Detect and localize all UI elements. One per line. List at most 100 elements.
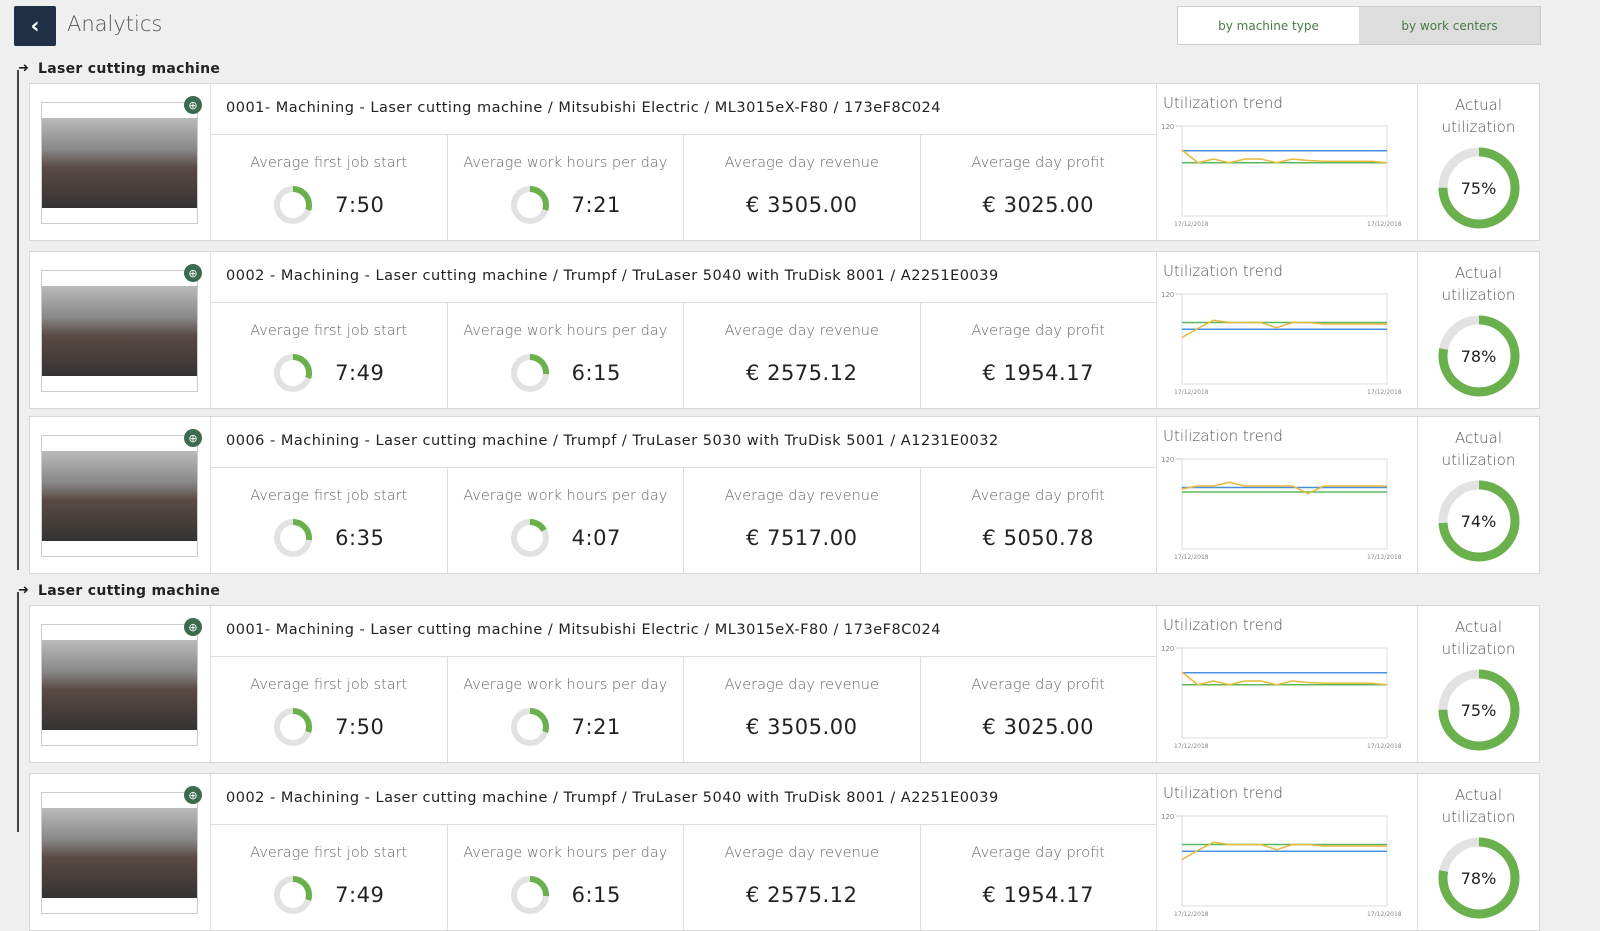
y-max-label: 120 <box>1161 123 1174 131</box>
stat-first-job: Average first job start 7:49 <box>211 825 448 930</box>
actual-title: Actual utilization <box>1441 618 1516 658</box>
stat-profit: Average day profit € 1954.17 <box>921 303 1157 408</box>
machine-photo[interactable] <box>41 102 198 224</box>
machine-picture <box>42 640 197 730</box>
stat-label: Average first job start <box>250 845 408 861</box>
utilization-trend: Utilization trend 120 17/12/2018 17/12/2… <box>1157 84 1418 240</box>
actual-title: Actual utilization <box>1441 786 1516 826</box>
utilization-trend: Utilization trend 120 17/12/2018 17/12/2… <box>1157 252 1418 408</box>
date-end-label: 17/12/2018 <box>1367 389 1402 396</box>
donut-gauge <box>1438 669 1519 751</box>
donut-fill <box>1438 315 1519 397</box>
y-max-label: 120 <box>1161 291 1174 299</box>
trend-title: Utilization trend <box>1163 262 1283 280</box>
stat-work-hours: Average work hours per day 6:15 <box>448 303 684 408</box>
stat-profit: Average day profit € 3025.00 <box>921 135 1157 240</box>
y-max-label: 120 <box>1161 645 1174 653</box>
stat-label: Average first job start <box>250 677 408 693</box>
stat-value: 7:50 <box>335 715 385 739</box>
stat-label: Average day revenue <box>724 845 879 861</box>
donut-gauge <box>274 519 313 557</box>
back-button[interactable]: ‹ <box>14 6 56 46</box>
stat-label: Average day profit <box>971 845 1105 861</box>
donut-fill <box>510 519 549 557</box>
tab-by-work-centers[interactable]: by work centers <box>1359 7 1540 44</box>
stat-value: 6:35 <box>335 526 385 550</box>
actual-utilization: Actual utilization 75% <box>1418 84 1539 240</box>
tab-by-machine-type[interactable]: by machine type <box>1178 7 1359 44</box>
y-max-label: 120 <box>1161 456 1174 464</box>
stat-first-job: Average first job start 7:50 <box>211 135 448 240</box>
trend-title: Utilization trend <box>1163 784 1283 802</box>
trend-chart: 120 17/12/2018 17/12/2018 <box>1161 291 1402 396</box>
trend-title: Utilization trend <box>1163 427 1283 445</box>
donut-gauge <box>1438 147 1519 229</box>
donut-gauge <box>1438 315 1519 397</box>
donut-gauge <box>510 876 549 914</box>
zoom-in-icon[interactable]: ⊕ <box>184 618 202 636</box>
date-start-label: 17/12/2018 <box>1174 221 1209 228</box>
machine-image-cell: ⊕ <box>30 606 211 762</box>
utilization-trend: Utilization trend 120 17/12/2018 17/12/2… <box>1157 774 1418 930</box>
stat-revenue: Average day revenue € 7517.00 <box>684 468 921 573</box>
stat-work-hours: Average work hours per day 7:21 <box>448 135 684 240</box>
stat-label: Average work hours per day <box>463 488 668 504</box>
machine-photo[interactable] <box>41 792 198 914</box>
utilization-trend: Utilization trend 120 17/12/2018 17/12/2… <box>1157 417 1418 573</box>
date-end-label: 17/12/2018 <box>1367 911 1402 918</box>
stat-profit: Average day profit € 3025.00 <box>921 657 1157 762</box>
arrow-right-icon: ➜ <box>18 583 29 598</box>
actual-title: Actual utilization <box>1441 429 1516 469</box>
donut-fill <box>274 186 313 224</box>
machine-picture <box>42 118 197 208</box>
donut-gauge <box>510 186 549 224</box>
stat-label: Average day profit <box>971 323 1105 339</box>
actual-utilization: Actual utilization 74% <box>1418 417 1539 573</box>
zoom-in-icon[interactable]: ⊕ <box>184 429 202 447</box>
machine-title: 0002 - Machining - Laser cutting machine… <box>211 774 1156 825</box>
machine-title: 0002 - Machining - Laser cutting machine… <box>211 252 1156 303</box>
utilization-trend: Utilization trend 120 17/12/2018 17/12/2… <box>1157 606 1418 762</box>
donut-gauge <box>274 708 313 746</box>
zoom-in-icon[interactable]: ⊕ <box>184 786 202 804</box>
donut-gauge <box>1438 480 1519 562</box>
zoom-in-icon[interactable]: ⊕ <box>184 264 202 282</box>
stat-profit: Average day profit € 1954.17 <box>921 825 1157 930</box>
trend-title: Utilization trend <box>1163 616 1283 634</box>
stat-value: 7:49 <box>335 883 385 907</box>
machine-card: ⊕ 0006 - Machining - Laser cutting machi… <box>29 416 1540 574</box>
donut-gauge <box>510 708 549 746</box>
donut-gauge <box>274 876 313 914</box>
group-title: Laser cutting machine <box>38 583 221 599</box>
donut-gauge <box>510 354 549 392</box>
actual-utilization: Actual utilization 78% <box>1418 774 1539 930</box>
stat-value: 7:50 <box>335 193 385 217</box>
trend-chart: 120 17/12/2018 17/12/2018 <box>1161 123 1402 228</box>
utilization-value: 78% <box>1460 868 1497 888</box>
stat-label: Average work hours per day <box>463 323 668 339</box>
zoom-in-icon[interactable]: ⊕ <box>184 96 202 114</box>
stat-value: € 3505.00 <box>746 193 858 217</box>
stat-revenue: Average day revenue € 2575.12 <box>684 303 921 408</box>
donut-fill <box>274 354 313 392</box>
chevron-left-icon: ‹ <box>30 13 40 39</box>
stat-work-hours: Average work hours per day 7:21 <box>448 657 684 762</box>
machine-photo[interactable] <box>41 270 198 392</box>
machine-photo[interactable] <box>41 435 198 557</box>
view-toggle: by machine type by work centers <box>1177 6 1541 45</box>
stat-value: 7:21 <box>571 193 621 217</box>
machine-card: ⊕ 0001- Machining - Laser cutting machin… <box>29 605 1540 763</box>
stat-value: 6:15 <box>571 361 621 385</box>
actual-utilization: Actual utilization 78% <box>1418 252 1539 408</box>
y-max-label: 120 <box>1161 813 1174 821</box>
machine-card: ⊕ 0002 - Machining - Laser cutting machi… <box>29 251 1540 409</box>
stat-value: 4:07 <box>571 526 621 550</box>
stat-work-hours: Average work hours per day 4:07 <box>448 468 684 573</box>
trend-chart: 120 17/12/2018 17/12/2018 <box>1161 456 1402 561</box>
stat-first-job: Average first job start 6:35 <box>211 468 448 573</box>
actual-title: Actual utilization <box>1441 264 1516 304</box>
stat-value: € 1954.17 <box>982 361 1094 385</box>
stat-label: Average first job start <box>250 488 408 504</box>
machine-photo[interactable] <box>41 624 198 746</box>
stat-label: Average day revenue <box>724 677 879 693</box>
